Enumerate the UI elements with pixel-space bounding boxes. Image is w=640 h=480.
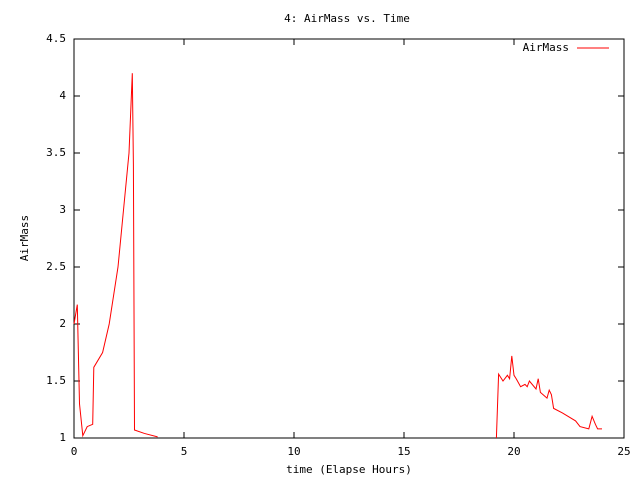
chart-title: 4: AirMass vs. Time: [284, 12, 410, 25]
y-tick-label: 1.5: [46, 374, 66, 387]
y-tick-label: 4: [59, 89, 66, 102]
y-tick-label: 3.5: [46, 146, 66, 159]
y-tick-label: 2: [59, 317, 66, 330]
legend-label: AirMass: [523, 41, 569, 54]
x-axis-label: time (Elapse Hours): [286, 463, 412, 476]
y-axis-label: AirMass: [18, 215, 31, 261]
x-tick-label: 25: [617, 445, 630, 458]
plot-frame: [73, 38, 625, 439]
x-tick-label: 5: [181, 445, 188, 458]
x-tick-label: 15: [397, 445, 410, 458]
x-tick-label: 20: [507, 445, 520, 458]
y-tick-label: 3: [59, 203, 66, 216]
y-tick-label: 2.5: [46, 260, 66, 273]
x-tick-label: 0: [71, 445, 78, 458]
y-tick-label: 4.5: [46, 32, 66, 45]
y-tick-label: 1: [59, 431, 66, 444]
x-tick-label: 10: [287, 445, 300, 458]
data-line: [73, 73, 602, 439]
